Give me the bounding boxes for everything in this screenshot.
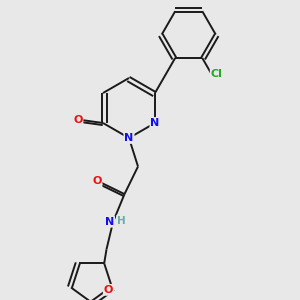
Text: Cl: Cl <box>211 68 223 79</box>
Text: O: O <box>73 115 83 125</box>
Text: N: N <box>124 133 134 143</box>
Text: N: N <box>150 118 160 128</box>
Text: N: N <box>105 217 114 227</box>
Text: H: H <box>117 215 126 226</box>
Text: O: O <box>92 176 102 186</box>
Text: O: O <box>104 285 113 295</box>
